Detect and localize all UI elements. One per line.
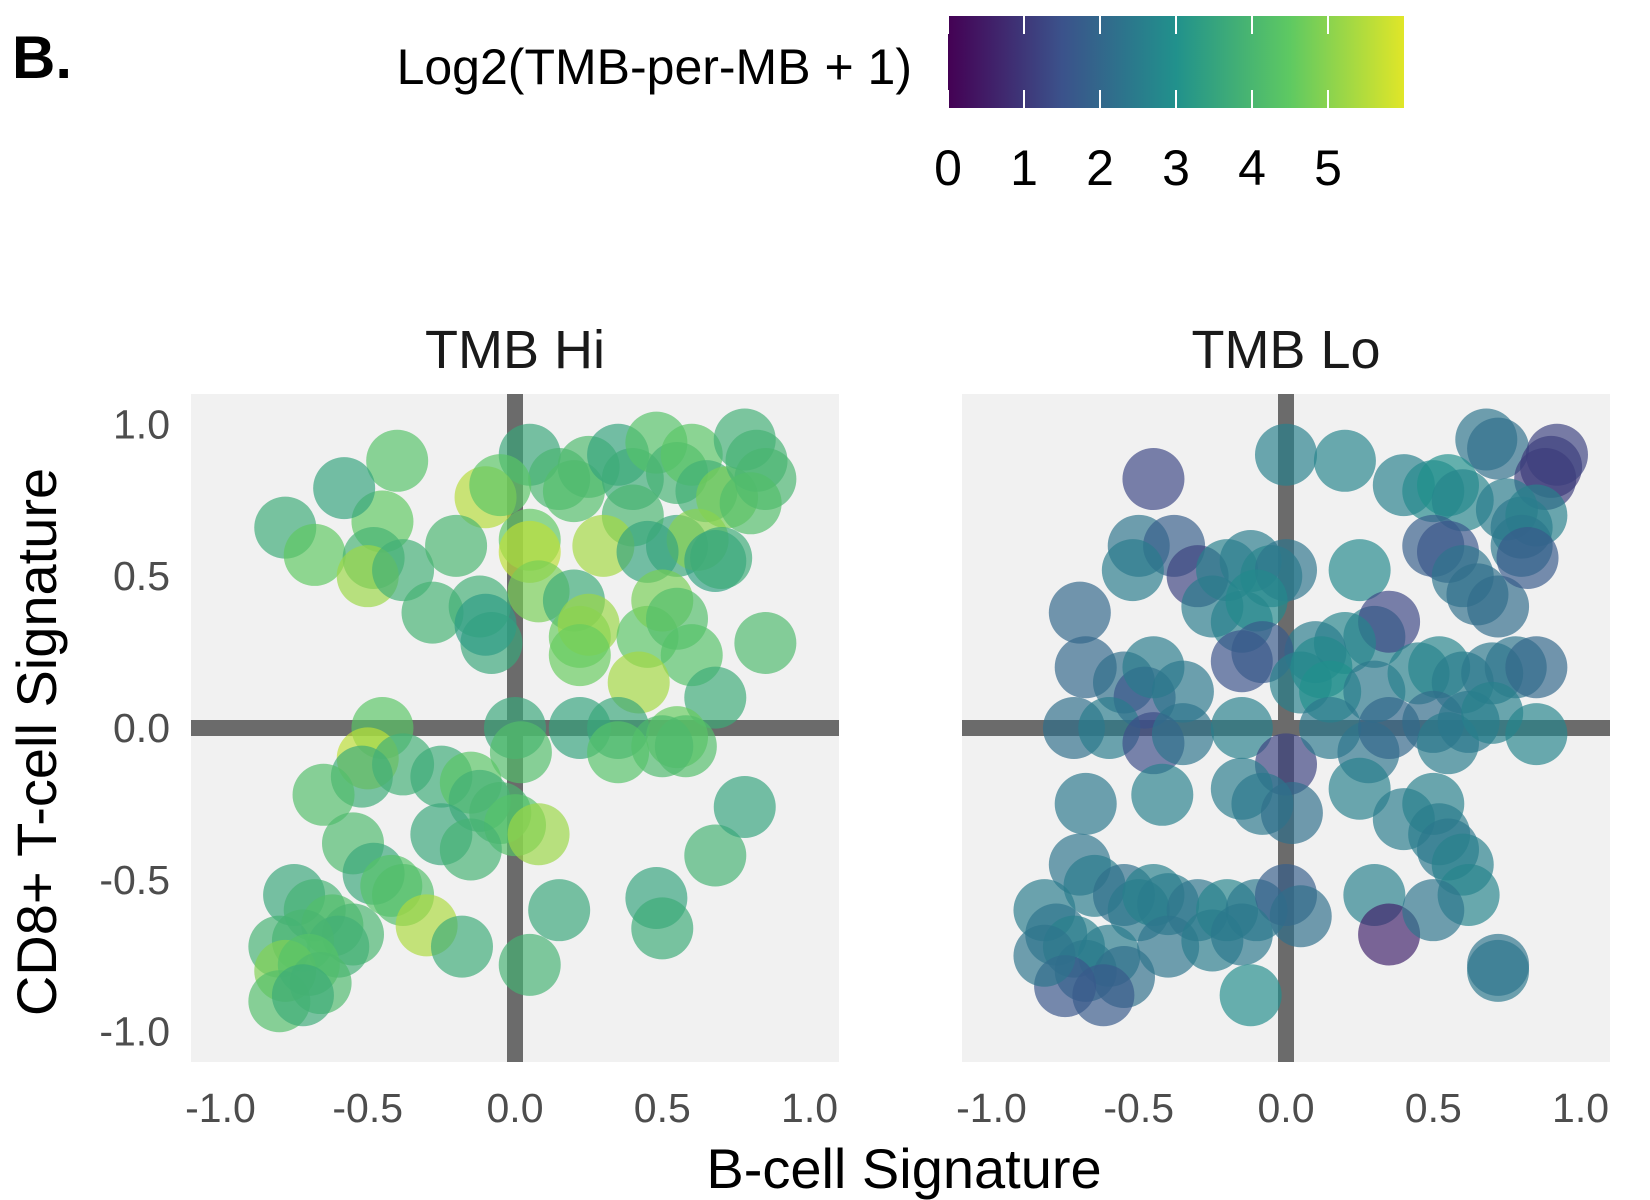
scatter-point — [313, 457, 376, 520]
scatter-point — [489, 721, 552, 784]
y-tick-label: 0.5 — [113, 553, 170, 599]
scatter-point — [292, 763, 355, 826]
x-tick-label: 0.0 — [1258, 1085, 1315, 1131]
scatter-point — [507, 803, 570, 866]
x-tick-label: 1.0 — [781, 1085, 838, 1131]
scatter-point — [1210, 697, 1273, 759]
scatter-point — [1467, 575, 1530, 638]
scatter-point — [401, 581, 464, 644]
legend-tick-label: 3 — [1162, 140, 1190, 196]
facet-panels: TMB Hi -1.0 -0.5 0.0 0.5 1.0 1.0 0.5 0.0 -0.5 -1.0… — [99, 320, 1610, 1131]
facet-panel-tmb-lo: TMB Lo -1.0 -0.5 0.0 0.5 1.0 — [956, 320, 1610, 1131]
scatter-point — [1496, 526, 1559, 589]
scatter-point — [1467, 933, 1530, 996]
scatter-point — [1402, 879, 1465, 942]
scatter-point — [616, 520, 679, 583]
scatter-point — [1260, 782, 1323, 845]
scatter-point — [587, 721, 650, 784]
x-tick-label: 0.0 — [487, 1085, 544, 1131]
scatter-point — [439, 818, 502, 881]
scatter-point — [1122, 448, 1185, 511]
x-tick-label: 0.5 — [634, 1085, 691, 1131]
scatter-point — [1131, 763, 1194, 826]
x-tick-label: -0.5 — [1103, 1085, 1174, 1131]
scatter-point — [1072, 964, 1135, 1027]
scatter-point — [713, 775, 776, 838]
scatter-point — [469, 454, 532, 517]
y-tick-label: -1.0 — [99, 1009, 170, 1055]
legend-tick-label: 2 — [1086, 140, 1114, 196]
scatter-points — [1013, 408, 1588, 1027]
scatter-point — [684, 824, 747, 887]
scatter-point — [1048, 581, 1111, 644]
legend-tick-label: 1 — [1010, 140, 1038, 196]
x-tick-label: 1.0 — [1552, 1085, 1609, 1131]
scatter-points — [248, 408, 797, 1033]
legend-title: Log2(TMB-per-MB + 1) — [397, 39, 912, 95]
scatter-point — [684, 666, 747, 729]
scatter-point — [1225, 569, 1288, 632]
scatter-point — [1219, 964, 1282, 1027]
y-tick-label: 0.0 — [113, 705, 170, 751]
scatter-point — [425, 514, 488, 577]
scatter-point — [1313, 429, 1376, 492]
legend-tick-label: 0 — [934, 140, 962, 196]
scatter-point — [1328, 757, 1391, 820]
legend-tick-label: 5 — [1314, 140, 1342, 196]
facet-panel-tmb-hi: TMB Hi -1.0 -0.5 0.0 0.5 1.0 1.0 0.5 0.0 -0.5 -1.0 — [99, 320, 839, 1131]
scatter-point — [1269, 885, 1332, 948]
x-tick-label: -0.5 — [332, 1085, 403, 1131]
facet-title: TMB Hi — [425, 320, 605, 380]
scatter-point — [734, 611, 797, 674]
scatter-point — [1328, 539, 1391, 602]
scatter-point — [1151, 660, 1214, 723]
x-tick-label: -1.0 — [956, 1085, 1027, 1131]
scatter-point — [1013, 924, 1076, 987]
scatter-point — [1101, 539, 1164, 602]
scatter-point — [271, 964, 334, 1027]
scatter-point — [631, 897, 694, 960]
legend-tick-label: 4 — [1238, 140, 1266, 196]
facet-title: TMB Lo — [1191, 320, 1380, 380]
scatter-point — [1505, 703, 1568, 766]
y-axis-title: CD8+ T-cell Signature — [5, 468, 68, 1016]
x-tick-label: -1.0 — [185, 1085, 256, 1131]
scatter-point — [1210, 903, 1273, 966]
scatter-point — [454, 593, 517, 656]
scatter-point — [1151, 703, 1214, 766]
scatter-point — [548, 624, 611, 687]
scatter-point — [1505, 636, 1568, 699]
panel-letter: B. — [12, 24, 72, 91]
y-tick-label: -0.5 — [99, 857, 170, 903]
scatter-point — [498, 933, 561, 996]
scatter-point — [690, 526, 753, 589]
scatter-point — [1467, 417, 1530, 480]
x-tick-label: 0.5 — [1405, 1085, 1462, 1131]
x-axis-title: B-cell Signature — [706, 1137, 1101, 1200]
scatter-point — [1255, 423, 1317, 486]
scatter-point — [719, 472, 782, 535]
scatter-point — [528, 879, 591, 942]
scatter-point — [283, 523, 346, 586]
scatter-point — [430, 915, 493, 978]
scatter-point — [1054, 772, 1117, 835]
y-tick-label: 1.0 — [113, 401, 170, 447]
scatter-point — [366, 429, 429, 492]
